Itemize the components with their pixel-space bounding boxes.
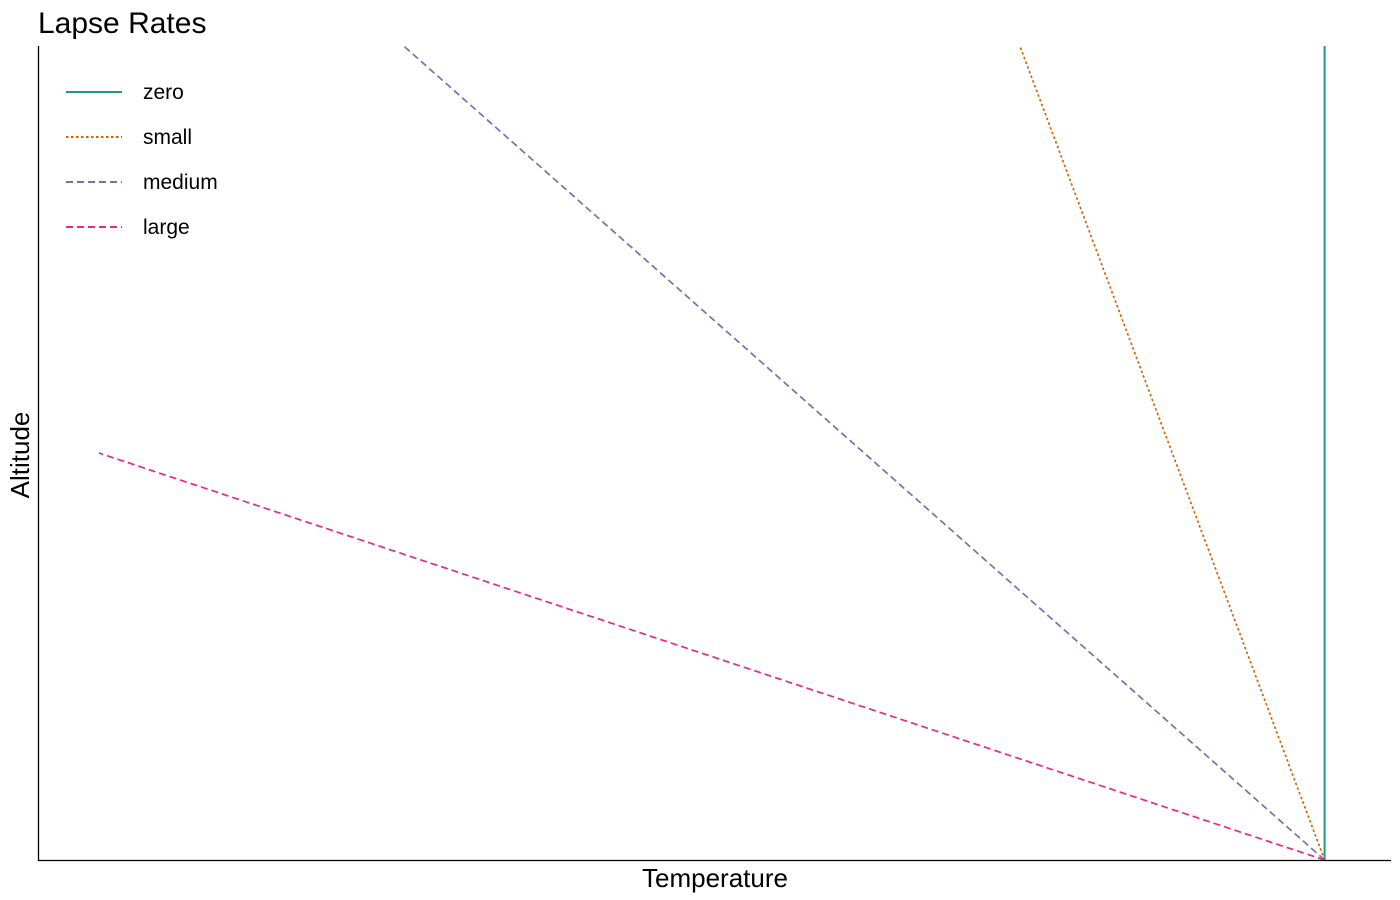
x-axis-title: Temperature [642,863,788,893]
legend-label-zero: zero [143,81,184,104]
series-line-large [98,452,1325,861]
series-line-medium [403,45,1326,861]
series-line-small [1019,45,1326,861]
y-axis-title: Altitude [5,412,35,499]
legend-label-small: small [143,126,192,149]
plot-series-group [98,45,1326,861]
chart-title: Lapse Rates [38,7,206,40]
legend-label-medium: medium [143,171,218,194]
legend: zero small medium large [66,81,218,239]
legend-label-large: large [143,216,190,239]
